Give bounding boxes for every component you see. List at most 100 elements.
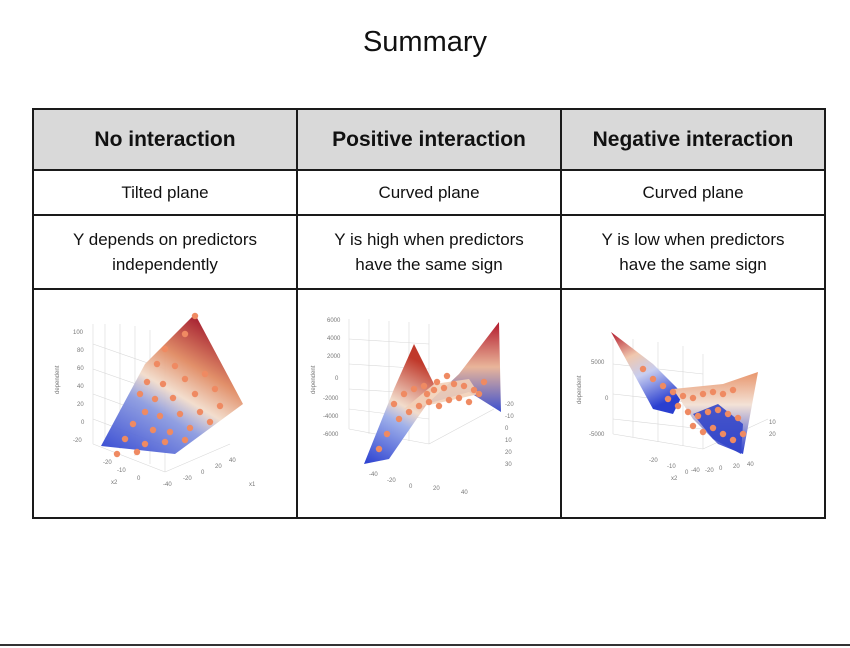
scatter-points [113,312,224,457]
explanation-row: Y depends on predictors independently Y … [32,214,826,290]
surface-tilted-plane [101,313,243,454]
scatter-point [141,440,149,447]
x1-tick: 40 [747,462,754,468]
scatter-point [475,390,483,397]
expl-positive-interaction: Y is high when predictors have the same … [296,214,562,290]
x1-tick: -20 [387,478,396,484]
x1-axis-ticks: -40 -20 0 20 40 [163,458,236,488]
z-tick: 20 [77,402,84,408]
scatter-point [161,345,169,352]
x1-tick: -20 [183,476,192,482]
scatter-point [156,412,164,419]
header-positive-interaction: Positive interaction [296,108,562,171]
scatter-point [390,400,398,407]
scatter-point [136,390,144,397]
scatter-point [699,390,707,397]
scatter-point [201,370,209,377]
plot-no-interaction: 100 80 60 40 20 0 -20 dependent -20 -10 … [55,312,256,488]
scatter-point [141,408,149,415]
x2-right-tick: 20 [769,432,776,438]
scatter-point [450,380,458,387]
z-axis-ticks: 6000 4000 2000 0 -2000 -4000 -6000 [323,318,341,438]
scatter-point [169,394,177,401]
x2-axis-ticks: -20 -10 0 10 20 30 [505,402,514,468]
header-row: No interaction Positive interaction Nega… [32,108,826,171]
scatter-point [216,402,224,409]
expl-no-interaction: Y depends on predictors independently [32,214,298,290]
plot-cell-positive-interaction: 6000 4000 2000 0 -2000 -4000 -6000 depen… [296,288,562,519]
z-tick: 6000 [327,318,341,324]
scatter-point [699,428,707,435]
scatter-point [211,385,219,392]
scatter-point [149,426,157,433]
x2-tick: 0 [685,470,689,476]
x1-tick: 0 [409,484,413,490]
scatter-point [143,378,151,385]
x2-tick: -10 [117,468,126,474]
scatter-point [191,390,199,397]
z-tick: 40 [77,384,84,390]
scatter-point [664,395,672,402]
z-tick: -2000 [323,396,339,402]
x2-tick: 0 [137,476,141,482]
z-tick: -6000 [323,432,339,438]
scatter-point [186,424,194,431]
scatter-point [455,394,463,401]
scatter-points [639,365,747,443]
x1-tick: 20 [215,464,222,470]
desc-no-interaction: Tilted plane [32,169,298,216]
scatter-point [181,436,189,443]
scatter-point [714,406,722,413]
x1-axis-ticks: -40 -20 0 20 40 [691,462,754,474]
x2-tick: 0 [505,426,509,432]
z-tick: 4000 [327,336,341,342]
scatter-point [383,430,391,437]
scatter-point [415,402,423,409]
scatter-point [689,394,697,401]
expl-negative-interaction: Y is low when predictors have the same s… [560,214,826,290]
scatter-point [196,408,204,415]
x1-tick: 40 [229,458,236,464]
scatter-point [709,424,717,431]
scatter-point [430,386,438,393]
x2-axis-label: x2 [111,480,118,486]
surface-saddle-left [364,343,434,464]
scatter-point [470,386,478,393]
scatter-point [729,436,737,443]
scatter-point [739,430,747,437]
expl-line: Y is high when predictors [334,230,524,249]
scatter-point [659,382,667,389]
scatter-point [709,388,717,395]
z-tick: 0 [335,376,339,382]
x2-axis-label: x2 [671,476,678,482]
x2-right-tick: 10 [769,420,776,426]
header-no-interaction: No interaction [32,108,298,171]
scatter-point [719,430,727,437]
z-tick: -20 [73,438,82,444]
z-axis-ticks: 5000 0 -5000 [589,360,609,438]
scatter-point [440,384,448,391]
x1-tick: 40 [461,490,468,496]
footer-divider [0,644,850,646]
z-axis-label: dependent [577,375,583,404]
scatter-point [410,385,418,392]
scatter-points [375,372,488,452]
scatter-point [729,386,737,393]
scatter-point [121,435,129,442]
scatter-point [166,428,174,435]
z-tick: 0 [605,396,609,402]
summary-table: No interaction Positive interaction Nega… [32,108,826,519]
page-title: Summary [362,26,488,58]
desc-positive-interaction: Curved plane [296,169,562,216]
scatter-point [181,330,189,337]
expl-line: independently [112,255,218,274]
z-tick: 80 [77,348,84,354]
plot-positive-interaction: 6000 4000 2000 0 -2000 -4000 -6000 depen… [311,318,514,496]
expl-line: have the same sign [355,255,503,274]
x2-tick: -20 [103,460,112,466]
plot-row: 100 80 60 40 20 0 -20 dependent -20 -10 … [32,288,826,519]
plot-cell-negative-interaction: 5000 0 -5000 dependent -20 -10 0 x2 -40 … [560,288,826,519]
z-tick: 60 [77,366,84,372]
scatter-point [159,380,167,387]
scatter-point [433,378,441,385]
